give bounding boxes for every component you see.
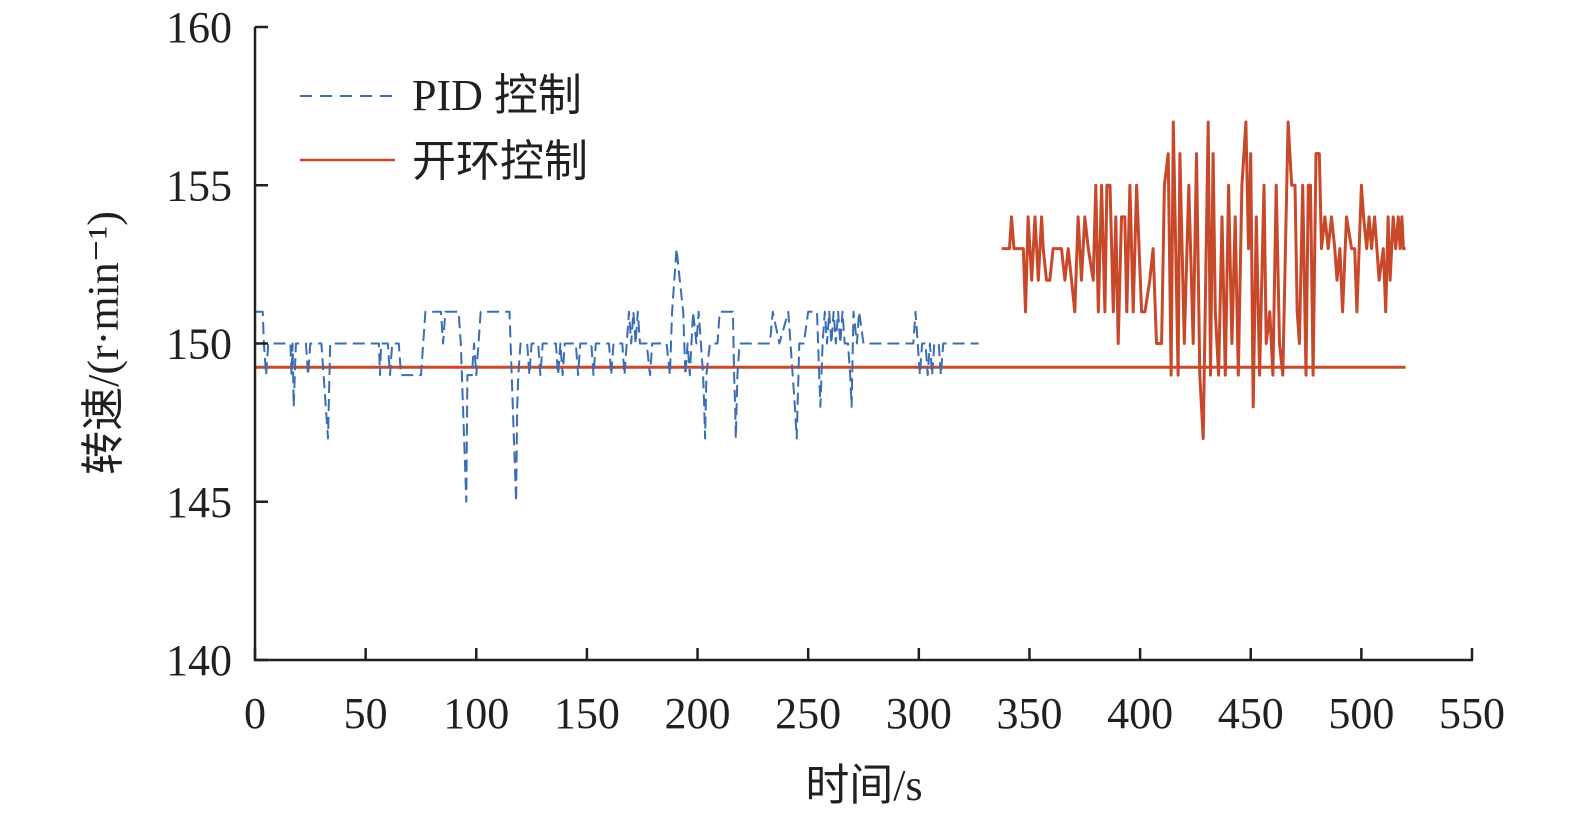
series-pid-line	[255, 247, 979, 503]
y-tick-label: 160	[166, 3, 232, 52]
x-tick-label: 50	[344, 689, 388, 738]
x-tick-label: 0	[244, 689, 266, 738]
x-tick-label: 200	[665, 689, 731, 738]
series-open-loop-line	[1001, 120, 1406, 440]
x-tick-label: 550	[1439, 689, 1505, 738]
y-tick-label: 150	[166, 320, 232, 369]
x-tick-label: 500	[1328, 689, 1394, 738]
x-tick-label: 350	[996, 689, 1062, 738]
legend-label-pid: PID 控制	[412, 71, 582, 120]
y-axis-title: 转速/(r·min⁻¹)	[79, 211, 128, 475]
x-tick-label: 400	[1107, 689, 1173, 738]
x-tick-label: 100	[443, 689, 509, 738]
x-tick-label: 450	[1218, 689, 1284, 738]
x-axis-title: 时间/s	[805, 761, 922, 810]
x-ticks: 0 50 100 150 200 250 300 350 400 450 500 550	[244, 648, 1505, 738]
x-tick-label: 250	[775, 689, 841, 738]
y-tick-label: 140	[166, 636, 232, 685]
plot-lines	[255, 120, 1406, 503]
x-tick-label: 150	[554, 689, 620, 738]
y-ticks: 140 145 150 155 160	[166, 3, 268, 685]
legend: PID 控制 开环控制	[300, 71, 588, 186]
legend-label-open-loop: 开环控制	[412, 137, 588, 186]
y-tick-label: 155	[166, 161, 232, 210]
y-tick-label: 145	[166, 478, 232, 527]
x-tick-label: 300	[886, 689, 952, 738]
